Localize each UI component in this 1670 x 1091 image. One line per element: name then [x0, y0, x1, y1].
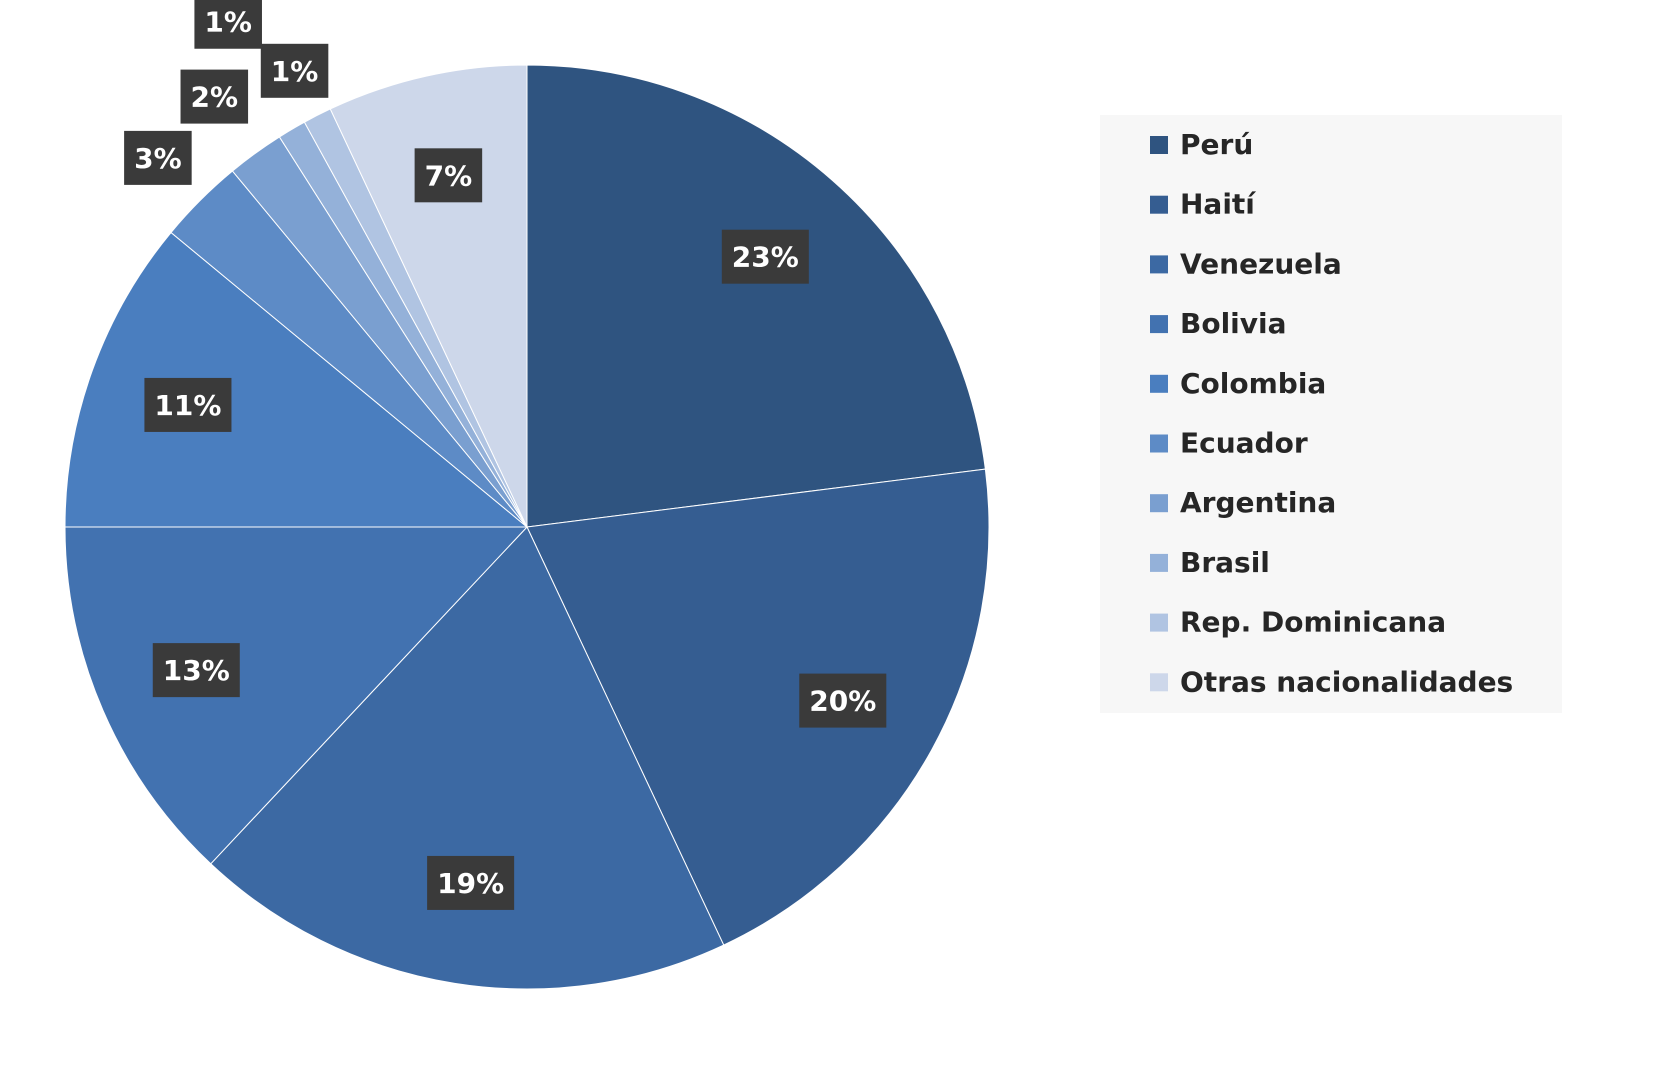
legend-swatch	[1150, 494, 1168, 513]
pie-slice	[526, 468, 990, 946]
data-label-box	[194, 0, 262, 49]
data-label-box	[124, 130, 192, 185]
legend-label: Colombia	[1180, 367, 1326, 400]
data-label: 1%	[194, 0, 262, 49]
data-label-text: 7%	[425, 159, 473, 192]
data-label: 11%	[144, 377, 232, 432]
legend-label: Otras nacionalidades	[1180, 665, 1513, 698]
legend-label: Venezuela	[1180, 247, 1342, 280]
data-label: 13%	[152, 643, 240, 698]
legend-box	[1100, 115, 1562, 713]
data-label-text: 2%	[191, 81, 239, 114]
data-label-text: 1%	[271, 55, 319, 88]
data-label-text: 3%	[134, 142, 182, 175]
legend-swatch	[1150, 613, 1168, 632]
legend-swatch	[1150, 673, 1168, 692]
legend-label: Argentina	[1180, 486, 1336, 519]
pie-slice	[210, 526, 725, 990]
data-label-box	[721, 229, 809, 284]
data-label: 3%	[124, 130, 192, 185]
legend-swatch	[1150, 195, 1168, 214]
data-label: 2%	[180, 69, 249, 124]
legend-label: Perú	[1180, 128, 1253, 161]
data-label-box	[799, 673, 887, 728]
legend-label: Brasil	[1180, 546, 1270, 579]
data-label-box	[427, 855, 515, 910]
legend-swatch	[1150, 434, 1168, 453]
legend-label: Rep. Dominicana	[1180, 606, 1446, 639]
legend-swatch	[1150, 255, 1168, 274]
legend-swatch	[1150, 374, 1168, 393]
data-label-box	[414, 148, 483, 203]
data-label-box	[260, 43, 329, 98]
legend-swatch	[1150, 315, 1168, 334]
pie-slice	[526, 64, 986, 528]
legend-label: Ecuador	[1180, 427, 1308, 460]
data-label: 23%	[721, 229, 809, 284]
pie-slice	[64, 526, 529, 865]
data-label: 19%	[427, 855, 515, 910]
data-label-text: 23%	[732, 241, 799, 274]
legend-label: Haití	[1180, 188, 1256, 221]
data-label-text: 19%	[437, 867, 504, 900]
data-label: 7%	[414, 148, 483, 203]
data-label: 20%	[799, 673, 887, 728]
data-label-text: 13%	[163, 654, 230, 687]
data-label-box	[152, 643, 240, 698]
legend-swatch	[1150, 553, 1168, 572]
data-label: 1%	[260, 43, 329, 98]
data-label-box	[144, 377, 232, 432]
data-label-text: 1%	[204, 6, 252, 39]
data-label-box	[180, 69, 249, 124]
legend-label: Bolivia	[1180, 307, 1287, 340]
pie-slice	[64, 231, 529, 528]
legend-swatch	[1150, 136, 1168, 154]
data-label-text: 11%	[154, 389, 221, 422]
data-label-text: 20%	[809, 685, 876, 718]
